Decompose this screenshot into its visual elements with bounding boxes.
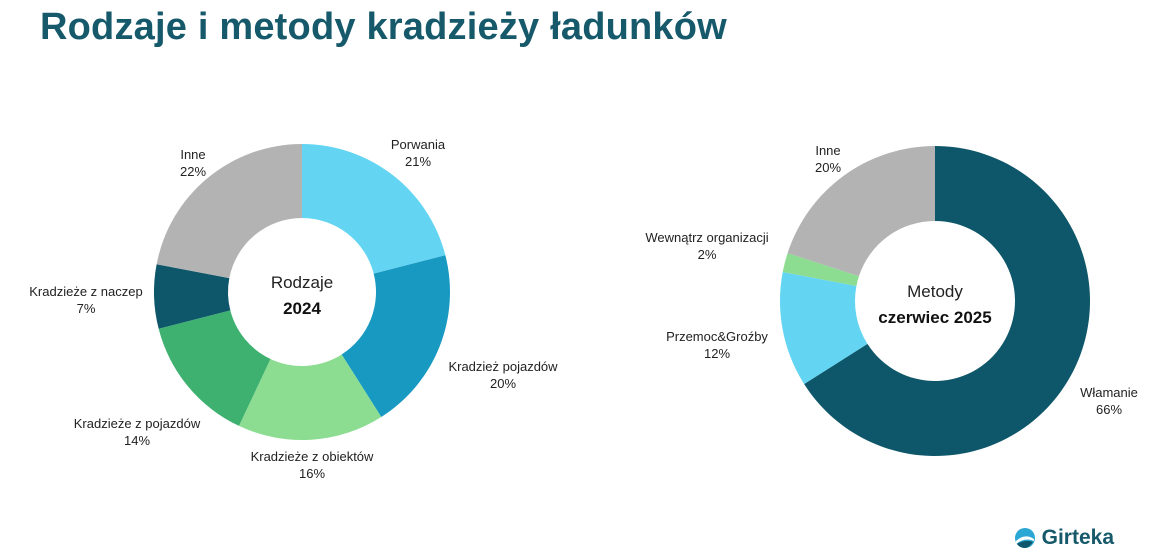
page-title: Rodzaje i metody kradzieży ładunków xyxy=(40,6,727,48)
girteka-logo: Girteka xyxy=(1014,526,1114,550)
donut-chart-metody: Włamanie 66% Przemoc&Groźby 12% Wewnątrz org… xyxy=(645,143,1138,457)
center-label-bottom: 2024 xyxy=(283,299,321,318)
slice-percent: 2% xyxy=(698,247,717,262)
slice-label: Inne xyxy=(180,147,205,162)
center-label-top: Metody xyxy=(907,282,963,301)
slice-label: Wewnątrz organizacji xyxy=(645,230,768,245)
slice-w-amanie xyxy=(804,146,1090,457)
donut-chart-rodzaje: Porwania 21% Kradzież pojazdów 20% Kradzieże… xyxy=(29,137,558,481)
slice-kradziez-e-z-obiekto-w xyxy=(238,354,382,440)
slice-percent: 20% xyxy=(490,376,516,391)
slice-label: Przemoc&Groźby xyxy=(666,329,768,344)
center-label-bottom: czerwiec 2025 xyxy=(878,308,991,327)
slice-label: Kradzieże z naczep xyxy=(29,284,142,299)
slice-label: Kradzieże z pojazdów xyxy=(74,416,201,431)
slice-label: Kradzieże z obiektów xyxy=(251,449,374,464)
slice-przemoc-groz-by xyxy=(780,271,868,385)
slice-porwania xyxy=(302,144,446,274)
slice-inne xyxy=(156,144,302,279)
slice-percent: 66% xyxy=(1096,402,1122,417)
slice-kradziez-pojazdo-w xyxy=(341,255,451,417)
slice-percent: 16% xyxy=(299,466,325,481)
slice-percent: 7% xyxy=(77,301,96,316)
slice-label: Porwania xyxy=(391,137,446,152)
slice-percent: 21% xyxy=(405,154,431,169)
slice-label: Kradzież pojazdów xyxy=(448,359,558,374)
slice-wewna-trz-organizacji xyxy=(782,253,859,287)
slice-percent: 22% xyxy=(180,164,206,179)
slice-percent: 14% xyxy=(124,433,150,448)
slice-kradziez-e-z-pojazdo-w xyxy=(158,310,271,426)
girteka-logo-icon xyxy=(1014,528,1035,548)
slice-percent: 12% xyxy=(704,346,730,361)
slice-label: Włamanie xyxy=(1080,385,1138,400)
slice-label: Inne xyxy=(815,143,840,158)
slice-kradziez-e-z-naczep xyxy=(154,264,231,329)
center-label-top: Rodzaje xyxy=(271,273,333,292)
slice-inne xyxy=(787,146,935,277)
logo-text: Girteka xyxy=(1041,526,1114,549)
slice-percent: 20% xyxy=(815,160,841,175)
